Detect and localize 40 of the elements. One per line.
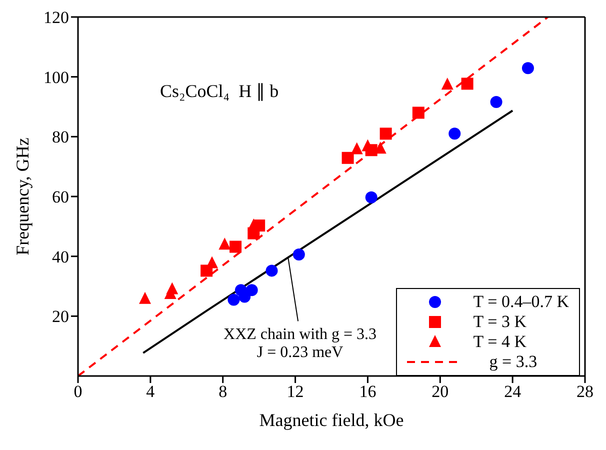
x-axis-title: Magnetic field, kOe	[259, 410, 404, 430]
point	[490, 96, 502, 108]
x-tick-label: 20	[432, 382, 449, 402]
point	[350, 142, 363, 154]
point	[246, 284, 258, 296]
point	[228, 294, 240, 306]
x-tick-label: 28	[576, 382, 594, 402]
y-tick-label: 40	[52, 247, 69, 266]
point	[365, 191, 378, 204]
point	[380, 128, 392, 140]
y-tick-label: 120	[44, 8, 69, 28]
point	[448, 128, 461, 140]
y-tick-label: 60	[52, 188, 69, 207]
x-tick-label: 0	[74, 382, 82, 402]
x-tick-label: 4	[146, 382, 156, 402]
annotation: Cs₂CoCl₄ H ∥ b	[160, 80, 279, 102]
x-tick-label: 8	[218, 382, 228, 402]
x-tick-label: 12	[286, 382, 304, 402]
point	[412, 106, 424, 119]
y-tick-label: 80	[52, 128, 69, 147]
point	[292, 248, 305, 261]
y-tick-label: 20	[52, 307, 69, 326]
legend-label: T = 4 K	[473, 332, 526, 352]
point	[138, 292, 151, 304]
legend-label: T = 0.4–0.7 K	[473, 292, 569, 312]
point	[342, 152, 354, 164]
annotation: XXZ chain with g = 3.3 J = 0.23 meV	[224, 326, 377, 362]
x-tick-label: 16	[359, 382, 376, 402]
y-axis-title: Frequency, GHz	[12, 138, 32, 256]
legend-label: g = 3.3	[489, 352, 538, 372]
point	[266, 264, 278, 277]
point	[461, 78, 474, 90]
legend-label: T = 3 K	[473, 312, 526, 332]
point	[522, 62, 534, 74]
x-tick-label: 24	[504, 382, 522, 402]
point	[218, 238, 231, 250]
point	[230, 240, 242, 253]
point	[166, 282, 178, 294]
point	[441, 78, 454, 90]
y-tick-label: 100	[44, 68, 69, 87]
